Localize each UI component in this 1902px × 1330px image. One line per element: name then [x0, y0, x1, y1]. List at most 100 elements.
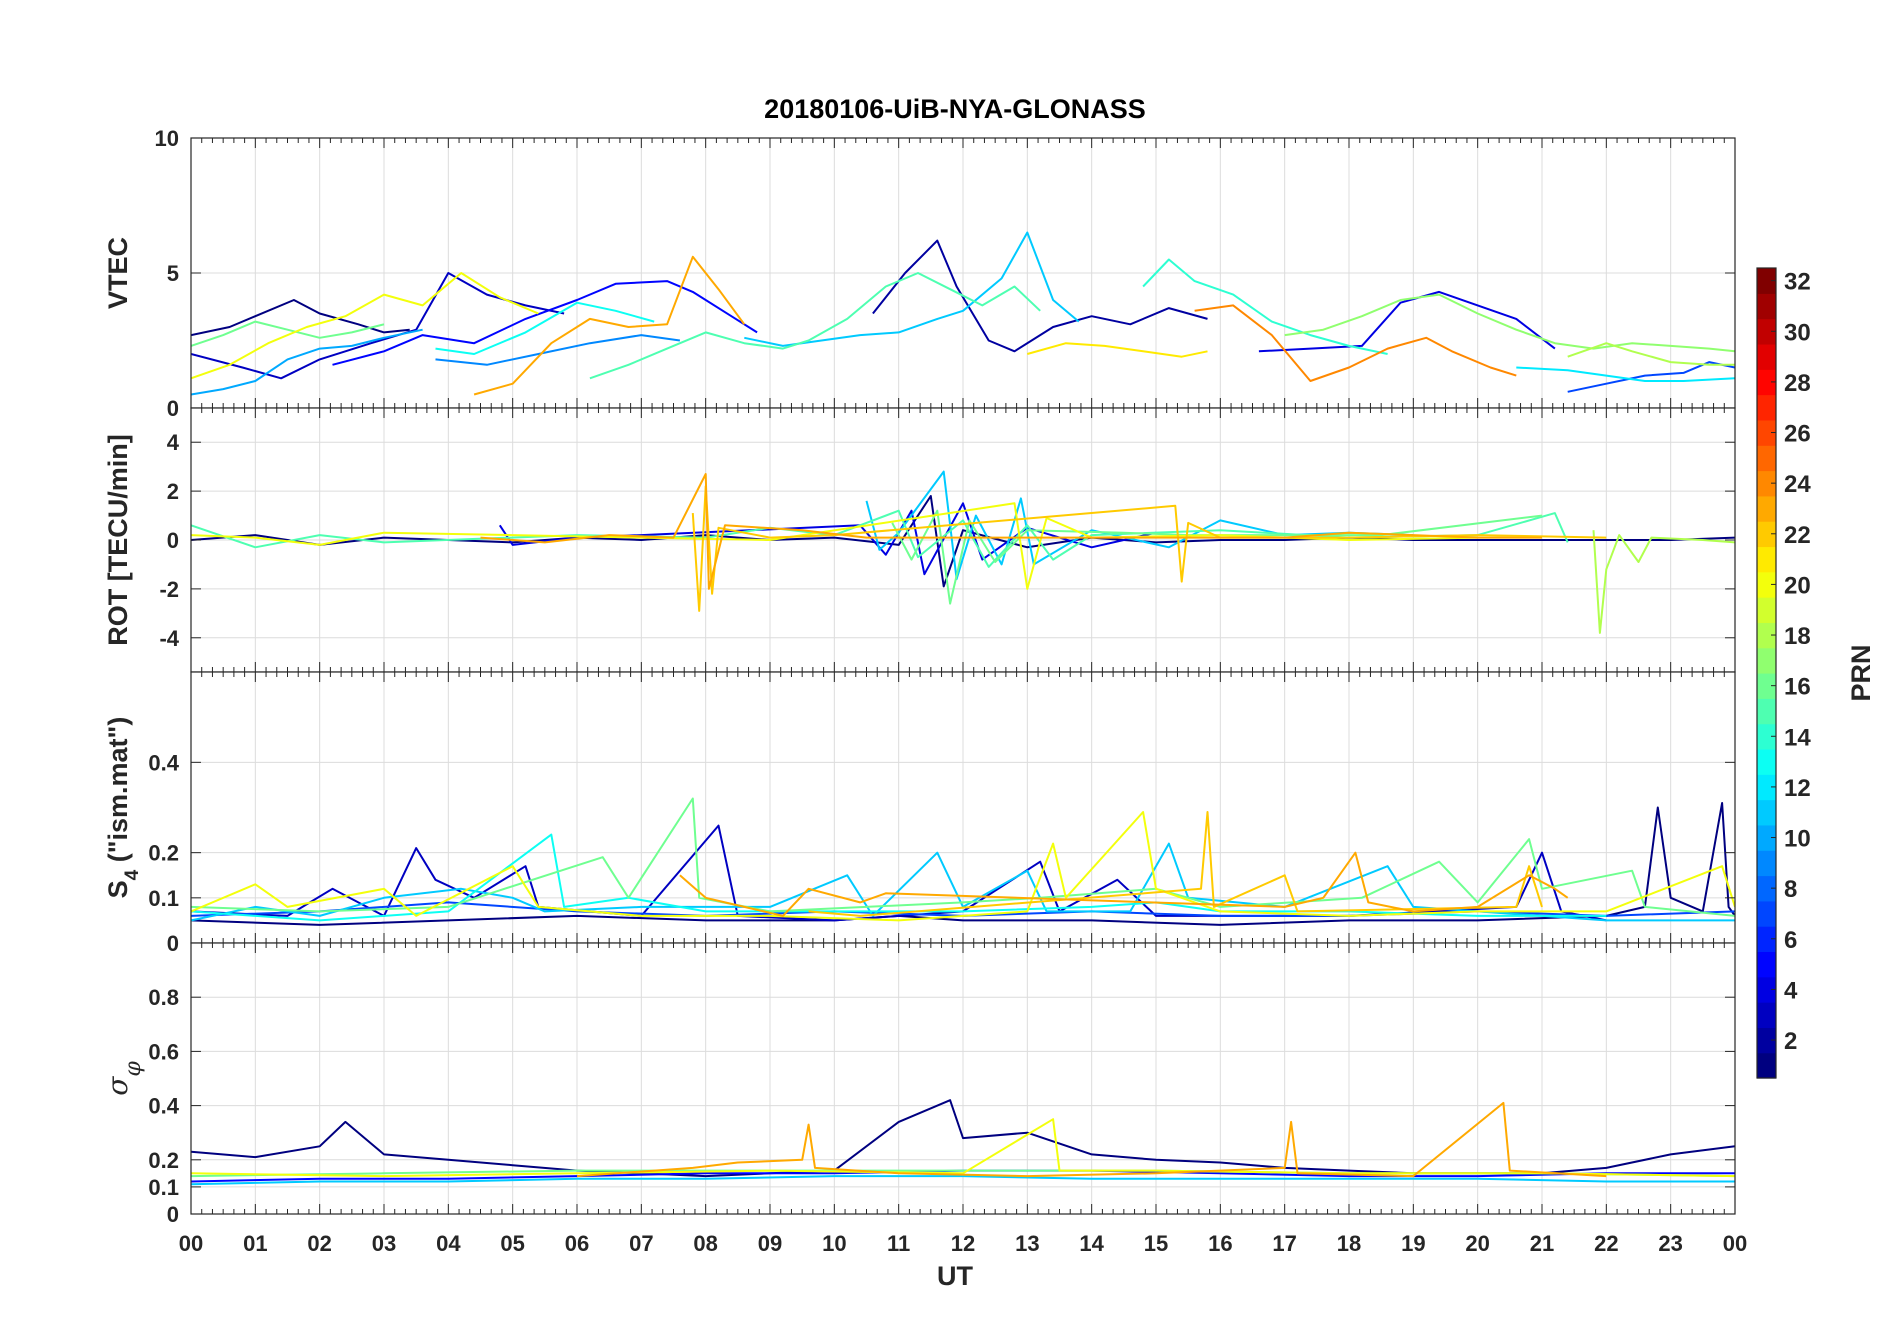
series-prn-21: [1027, 342, 1208, 358]
series-prn-11: [744, 231, 1080, 347]
series-group: [191, 1099, 1735, 1186]
panel-vtec: 0 5 10 VTEC: [103, 126, 1736, 421]
colorbar-segment: [1757, 673, 1776, 699]
colorbar-tick-label: 12: [1784, 775, 1811, 802]
y-axis-label: σφ: [101, 1061, 146, 1096]
series-prn-11: [191, 842, 1735, 922]
x-axis-label: UT: [937, 1261, 973, 1291]
series-group: [191, 231, 1735, 396]
y-tick-label: 0: [167, 396, 179, 421]
y-tick-label: 0.6: [148, 1039, 179, 1064]
colorbar-tick-label: 24: [1784, 471, 1811, 498]
x-tick-label: 01: [243, 1231, 267, 1256]
x-tick-label: 13: [1015, 1231, 1039, 1256]
y-axis-label: S4 ("ism.mat"): [103, 717, 143, 899]
y-tick-label: 0.2: [148, 841, 179, 866]
colorbar-segment: [1757, 1002, 1776, 1028]
y-tick-label: -2: [159, 577, 179, 602]
y-tick-label: 0.1: [148, 1175, 179, 1200]
chart-title: 20180106-UiB-NYA-GLONASS: [764, 94, 1146, 124]
series-prn-1: [191, 495, 1735, 588]
series-prn-20: [191, 272, 539, 380]
colorbar-segment: [1757, 495, 1776, 522]
series-prn-20: [191, 1118, 1735, 1178]
colorbar-segment: [1757, 445, 1776, 472]
y-tick-label: 10: [155, 126, 179, 151]
colorbar-segment: [1757, 723, 1776, 750]
colorbar-segment: [1757, 698, 1776, 725]
colorbar-segment: [1757, 571, 1776, 598]
y-tick-label: 0.2: [148, 1148, 179, 1173]
colorbar-segment: [1757, 951, 1776, 978]
x-tick-label: 00: [1723, 1231, 1747, 1256]
x-axis: 00 01 02 03 04 05 06 07 08 09 10 11 12 13 14 15 16 17 18 19…: [179, 1231, 1747, 1256]
series-prn-11: [191, 1175, 1735, 1186]
y-tick-label: 0: [167, 528, 179, 553]
colorbar-tick-label: 10: [1784, 826, 1811, 853]
colorbar-segment: [1757, 748, 1776, 775]
colorbar-tick-label: 6: [1784, 927, 1797, 954]
y-tick-label: 0.8: [148, 985, 179, 1010]
y-tick-label: 0: [167, 931, 179, 956]
series-prn-23: [576, 1101, 1607, 1178]
colorbar-tick-label: 8: [1784, 876, 1797, 903]
colorbar-segment: [1757, 1052, 1776, 1079]
x-tick-label: 00: [179, 1231, 203, 1256]
y-tick-label: 0.1: [148, 886, 179, 911]
series-prn-5: [332, 280, 758, 366]
colorbar-tick-label: 2: [1784, 1028, 1797, 1055]
y-tick-label: -4: [159, 626, 179, 651]
colorbar-tick-label: 16: [1784, 674, 1811, 701]
series-prn-17: [1284, 293, 1735, 353]
colorbar-segment: [1757, 647, 1776, 674]
x-tick-label: 16: [1208, 1231, 1232, 1256]
colorbar-segment: [1757, 597, 1776, 623]
colorbar-segment: [1757, 521, 1776, 548]
colorbar-tick-label: 20: [1784, 572, 1811, 599]
colorbar-segment: [1757, 419, 1776, 446]
colorbar-tick-label: 22: [1784, 522, 1811, 549]
x-tick-label: 09: [758, 1231, 782, 1256]
x-tick-label: 20: [1465, 1231, 1489, 1256]
series-prn-15: [589, 272, 1041, 380]
colorbar-tick-label: 32: [1784, 269, 1811, 296]
series-prn-20: [191, 502, 1478, 590]
x-tick-label: 19: [1401, 1231, 1425, 1256]
colorbar-segment: [1757, 1027, 1776, 1054]
y-axis-label: VTEC: [103, 237, 133, 309]
colorbar-segment: [1757, 394, 1776, 421]
colorbar-segment: [1757, 976, 1776, 1003]
colorbar-segment: [1757, 799, 1776, 826]
colorbar-segment: [1757, 850, 1776, 877]
series-prn-11: [865, 470, 1414, 581]
series-prn-20: [191, 811, 1735, 922]
colorbar-segment: [1757, 875, 1776, 902]
y-tick-label: 0.4: [148, 1094, 179, 1119]
panel-s4: 0 0.1 0.2 0.4S4 ("ism.mat"): [103, 671, 1736, 956]
colorbar-frame: [1756, 267, 1777, 1079]
colorbar-segment: [1757, 774, 1776, 801]
colorbar-tick-label: 30: [1784, 319, 1811, 346]
x-tick-label: 18: [1337, 1231, 1361, 1256]
x-tick-label: 07: [629, 1231, 653, 1256]
colorbar-segment: [1757, 343, 1776, 370]
x-tick-label: 08: [693, 1231, 717, 1256]
y-tick-label: 2: [167, 479, 179, 504]
series-group: [191, 797, 1735, 926]
series-prn-14: [1142, 258, 1388, 355]
series-prn-1: [191, 299, 410, 337]
series-prn-22: [808, 811, 1543, 917]
series-prn-23: [473, 255, 746, 396]
colorbar-segment: [1757, 824, 1776, 851]
series-prn-9: [435, 334, 681, 366]
colorbar-label: PRN: [1846, 644, 1876, 701]
colorbar-tick-label: 4: [1784, 977, 1798, 1004]
y-tick-label: 0: [167, 1202, 179, 1227]
series-prn-2: [872, 239, 1208, 353]
series-prn-16: [191, 320, 385, 347]
colorbar-tick-label: 26: [1784, 421, 1811, 448]
series-prn-7: [1567, 361, 1735, 393]
x-tick-label: 02: [307, 1231, 331, 1256]
x-tick-label: 21: [1530, 1231, 1554, 1256]
